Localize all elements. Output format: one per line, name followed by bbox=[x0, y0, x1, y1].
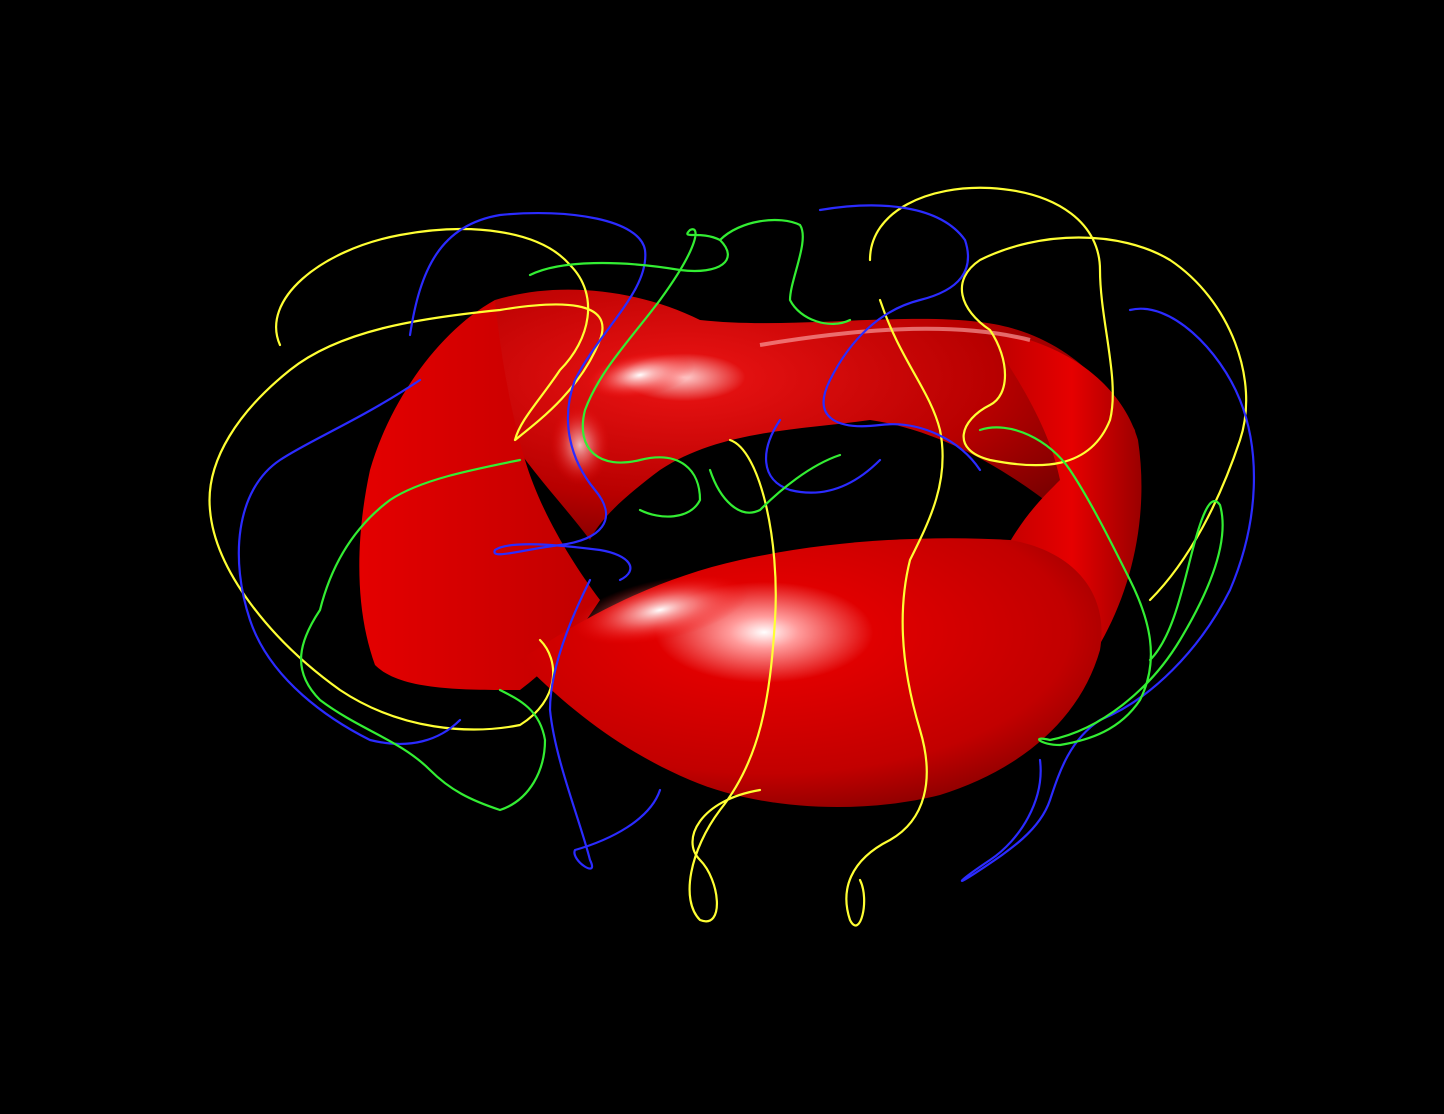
torus-left-band bbox=[359, 300, 600, 690]
torus-highlight bbox=[571, 575, 749, 645]
torus-rim-highlight bbox=[759, 326, 1031, 347]
coil-green bbox=[299, 228, 729, 812]
coil-green bbox=[708, 218, 1224, 747]
torus-highlight bbox=[585, 351, 695, 399]
coil-yellow bbox=[208, 228, 777, 923]
torus-highlight bbox=[550, 405, 610, 485]
coil-yellow bbox=[845, 186, 1248, 927]
coil-blue bbox=[237, 212, 662, 870]
coil-lines bbox=[208, 186, 1256, 927]
